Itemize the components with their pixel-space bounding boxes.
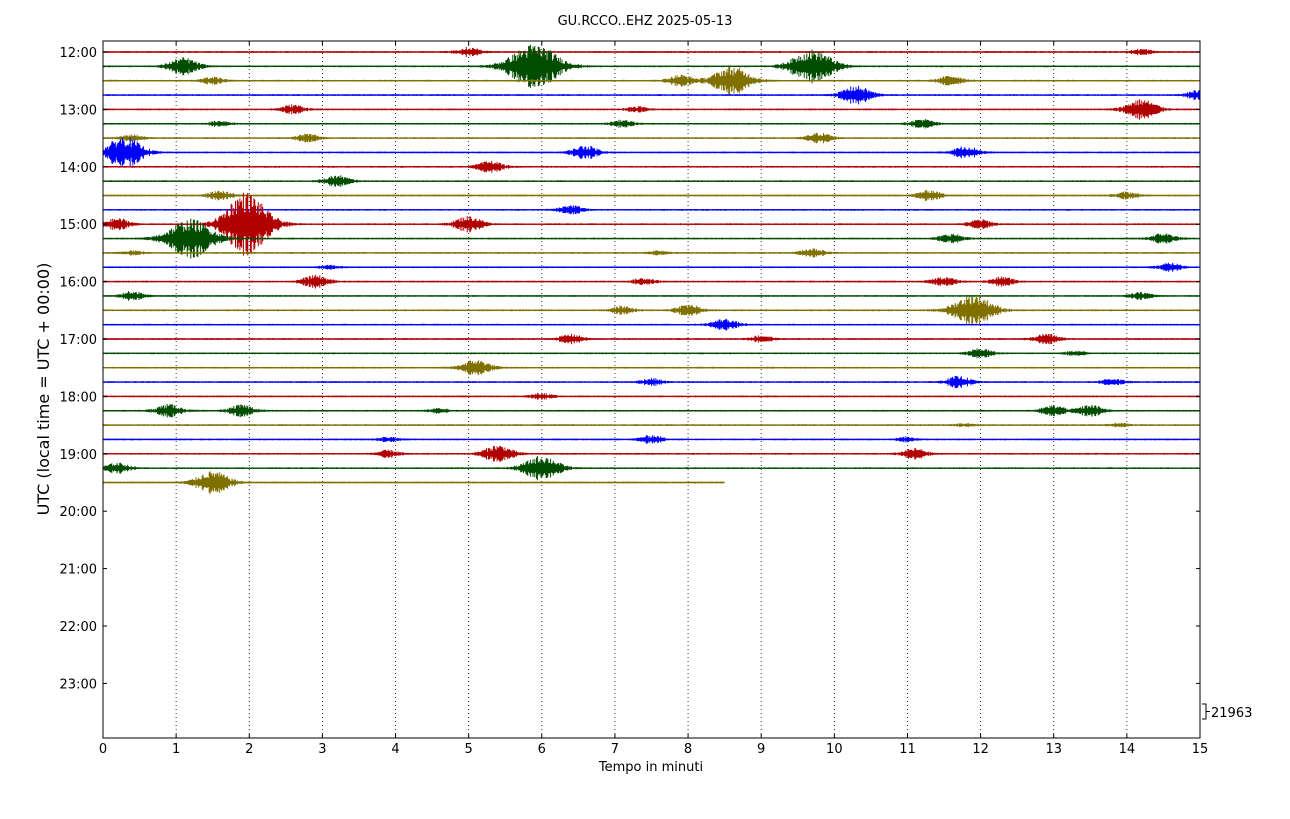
y-tick-label: 19:00 [60, 448, 97, 463]
scale-bracket [1202, 703, 1210, 720]
y-axis-ticks: 12:00 13:00 14:00 15:00 16:00 17:00 18:00 19:00… [60, 46, 1200, 692]
vertical-grid [175, 41, 1128, 738]
y-tick-label: 15:00 [60, 218, 97, 233]
x-axis-label: Tempo in minuti [598, 760, 703, 775]
x-tick-label: 4 [391, 742, 399, 757]
y-tick-label: 17:00 [60, 333, 97, 348]
x-tick-label: 7 [611, 742, 619, 757]
y-axis-label: UTC (local time = UTC + 00:00) [34, 263, 53, 516]
x-tick-label: 15 [1192, 742, 1209, 757]
y-tick-label: 14:00 [60, 161, 97, 176]
x-tick-label: 8 [684, 742, 692, 757]
x-tick-label: 6 [538, 742, 546, 757]
x-tick-label: 2 [245, 742, 253, 757]
y-tick-label: 16:00 [60, 276, 97, 291]
x-tick-label: 9 [757, 742, 765, 757]
plot-frame [102, 40, 1201, 739]
scale-label: 21963 [1211, 706, 1252, 721]
y-tick-label: 21:00 [60, 563, 97, 578]
y-tick-label: 12:00 [60, 46, 97, 61]
plot-background [103, 41, 1200, 738]
x-tick-label: 11 [899, 742, 916, 757]
y-tick-label: 23:00 [60, 677, 97, 692]
y-tick-label: 22:00 [60, 620, 97, 635]
y-tick-label: 20:00 [60, 505, 97, 520]
x-tick-label: 13 [1045, 742, 1062, 757]
chart-title: GU.RCCO..EHZ 2025-05-13 [558, 14, 733, 29]
x-tick-label: 3 [318, 742, 326, 757]
y-tick-label: 13:00 [60, 103, 97, 118]
x-tick-label: 0 [99, 742, 107, 757]
y-tick-label: 18:00 [60, 390, 97, 405]
x-tick-label: 12 [972, 742, 989, 757]
x-tick-label: 14 [1119, 742, 1136, 757]
x-tick-label: 5 [465, 742, 473, 757]
x-axis-ticks: 0 1 2 3 4 5 6 7 8 9 10 11 12 13 14 15 [99, 41, 1208, 757]
x-tick-label: 10 [826, 742, 843, 757]
x-tick-label: 1 [172, 742, 180, 757]
